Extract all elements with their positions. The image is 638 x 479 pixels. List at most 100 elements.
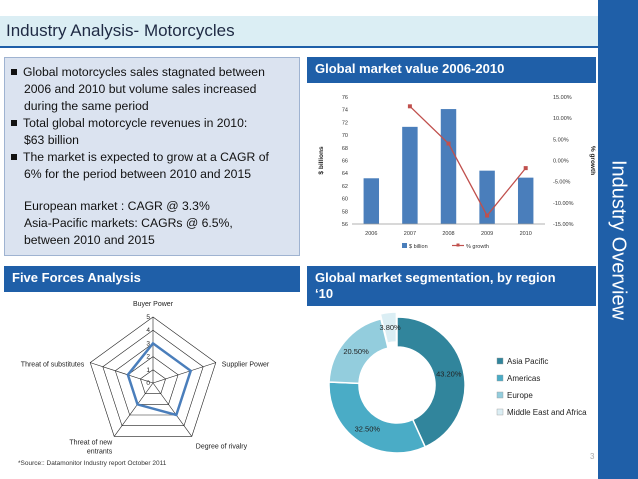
bullet-continuation: $63 billion [24, 133, 79, 147]
segmentation-header: Global market segmentation, by region ‘1… [307, 266, 596, 306]
bullet-continuation: during the same period [24, 99, 149, 113]
bar [440, 109, 457, 224]
legend-label: Asia Pacific [507, 357, 548, 366]
y-tick-label: 72 [342, 120, 348, 126]
title-bar [0, 16, 598, 46]
growth-marker [523, 166, 528, 171]
side-band [598, 0, 638, 479]
radar-grid-ring [102, 329, 204, 426]
bullet-item: Total global motorcycle revenues in 2010… [5, 115, 247, 132]
side-label: Industry Overview [598, 130, 638, 350]
y-tick-label: 62 [342, 184, 348, 190]
bullet-item: The market is expected to grow at a CAGR… [5, 149, 269, 166]
y2-tick-label: 5.00% [553, 137, 569, 143]
source-note: *Source:: Datamonitor Industry report Oc… [18, 460, 167, 467]
y-tick-label: 66 [342, 159, 348, 165]
donut-value-label: 43.20% [436, 369, 462, 378]
radar-grid-ring [140, 369, 166, 394]
radar-axis-label: Buyer Power [133, 301, 174, 308]
cagr-line: European market : CAGR @ 3.3% [24, 199, 210, 213]
cagr-line: Asia-Pacific markets: CAGRs @ 6.5%, [24, 216, 233, 230]
donut-slice [396, 316, 466, 448]
y-tick-label: 70 [342, 133, 348, 139]
segmentation-header-line1: Global market segmentation, by region [315, 270, 556, 285]
page-number: 3 [590, 452, 595, 461]
y2-tick-label: -5.00% [553, 180, 571, 186]
growth-line [409, 105, 527, 217]
bullet-marker-icon [11, 154, 17, 160]
y-tick-label: 58 [342, 209, 348, 215]
bar [517, 177, 534, 224]
legend-swatch [496, 408, 504, 416]
legend-label: Europe [507, 391, 533, 400]
legend-label: Americas [507, 374, 540, 383]
growth-marker [485, 213, 490, 218]
bullet-continuation: 2006 and 2010 but volume sales increased [24, 82, 257, 96]
donut-value-label: 32.50% [355, 424, 381, 433]
side-label-text: Industry Overview [607, 159, 630, 321]
radar-tick-label: 4 [146, 327, 150, 334]
y-axis-label: $ billions [318, 146, 325, 175]
legend-swatch-bar [402, 243, 407, 248]
summary-box: Global motorcycles sales stagnated betwe… [4, 57, 300, 256]
y2-tick-label: 0.00% [553, 159, 569, 165]
donut-value-label: 20.50% [343, 347, 369, 356]
radar-axis-label: entrants [87, 448, 113, 455]
radar-series-line [126, 341, 193, 417]
radar-axis-label: Degree of rivalry [196, 443, 248, 450]
market-value-header: Global market value 2006-2010 [307, 57, 596, 83]
five-forces-radar-chart: 0 1 2 3 4 5 Buyer Power Supplier Power Degree of… [21, 301, 270, 455]
radar-spoke [113, 382, 154, 437]
title-underline [0, 46, 598, 48]
legend-label-bar: $ billion [409, 244, 428, 250]
bar [402, 126, 418, 224]
legend-swatch [496, 374, 504, 382]
five-forces-header: Five Forces Analysis [4, 266, 300, 292]
x-tick-label: 2008 [442, 231, 454, 237]
bullet-item: Global motorcycles sales stagnated betwe… [5, 64, 265, 81]
radar-spoke [152, 362, 216, 384]
radar-spoke [90, 362, 154, 384]
segmentation-header-line2: ‘10 [315, 286, 334, 301]
y-tick-label: 76 [342, 95, 348, 101]
y-tick-label: 56 [342, 222, 348, 228]
radar-tick-label: 5 [146, 314, 150, 321]
radar-tick-label: 1 [146, 367, 150, 374]
cagr-line: between 2010 and 2015 [24, 233, 155, 247]
radar-tick-label: 2 [146, 354, 150, 361]
bar [363, 178, 380, 224]
radar-axis-label: Supplier Power [222, 362, 270, 369]
legend-marker-line [456, 243, 460, 247]
market-value-chart: 56 58 60 62 64 66 68 70 72 74 76 15.00% 10.00% 5.00% 0… [307, 86, 596, 258]
radar-tick-label: 3 [146, 340, 150, 347]
y2-tick-label: 10.00% [553, 116, 572, 122]
y-tick-label: 74 [342, 108, 348, 114]
legend-swatch [496, 357, 504, 365]
x-tick-label: 2009 [481, 231, 493, 237]
radar-axis-label: Threat of new [69, 439, 113, 446]
legend-swatch [496, 391, 504, 399]
bullet-marker-icon [11, 69, 17, 75]
donut-value-label: 3.80% [379, 323, 401, 332]
y-tick-label: 60 [342, 197, 348, 203]
radar-grid-ring [127, 356, 179, 405]
y2-tick-label: -15.00% [553, 222, 574, 228]
bullet-text: Global motorcycles sales stagnated betwe… [23, 65, 265, 79]
bullet-text: Total global motorcycle revenues in 2010… [23, 116, 248, 130]
legend-label: Middle East and Africa [507, 408, 587, 417]
radar-axis-label: Threat of substitutes [21, 362, 85, 369]
x-tick-label: 2007 [404, 231, 416, 237]
donut-slice [328, 381, 427, 454]
legend-label-line: % growth [466, 244, 489, 250]
growth-marker [407, 104, 412, 109]
radar-spoke [152, 382, 193, 437]
page-title: Industry Analysis- Motorcycles [6, 21, 235, 40]
y2-axis-label: % growth [589, 146, 596, 175]
y-tick-label: 68 [342, 146, 348, 152]
y2-tick-label: 15.00% [553, 95, 572, 101]
bullet-marker-icon [11, 120, 17, 126]
segmentation-donut-chart: 43.20% 32.50% 20.50% 3.80% Asia Pacific Ameri… [328, 311, 587, 454]
radar-tick-label: 0 [146, 380, 150, 387]
y-tick-label: 64 [342, 171, 348, 177]
x-tick-label: 2006 [365, 231, 377, 237]
